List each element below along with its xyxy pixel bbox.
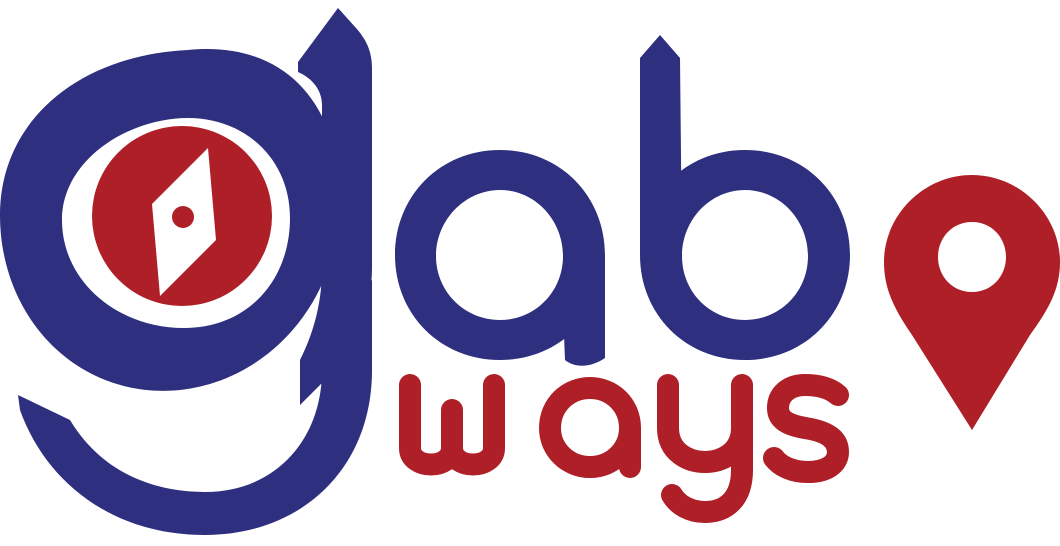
b-bowl	[640, 150, 850, 360]
compass-pivot	[172, 206, 194, 228]
location-pin-icon	[884, 175, 1060, 430]
g-tail	[18, 280, 372, 535]
logo-letter-a	[395, 150, 605, 366]
pin-body	[884, 175, 1060, 430]
a-bowl	[395, 150, 605, 360]
letter-a-small	[539, 377, 641, 478]
a-stem	[563, 255, 605, 366]
logo-word-ways	[399, 374, 849, 523]
logo-letter-b	[640, 35, 850, 360]
logo-letter-g	[0, 8, 372, 535]
letter-w	[399, 374, 505, 476]
letter-s	[763, 374, 849, 483]
letter-y	[657, 374, 753, 523]
g-bowl-ring	[0, 49, 340, 391]
